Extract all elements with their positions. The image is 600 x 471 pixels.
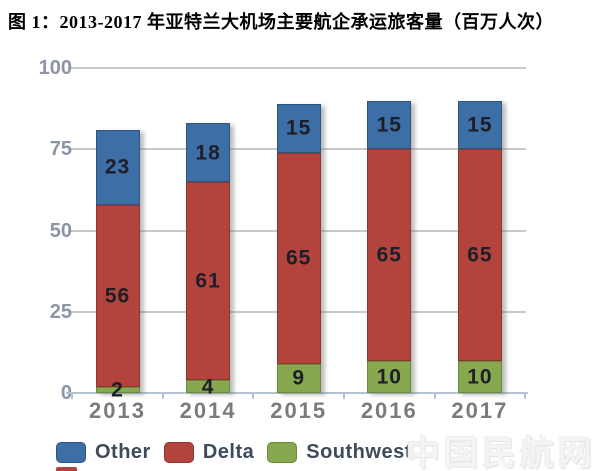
y-axis-label-25: 25: [49, 300, 72, 323]
legend-item-delta: Delta: [163, 441, 255, 464]
bar-value-label: 10: [467, 365, 493, 389]
bar-value-label: 18: [195, 141, 221, 164]
legend-item-other: Other: [56, 441, 151, 464]
y-axis-label-50: 50: [49, 219, 72, 242]
bar-value-label: 65: [467, 243, 493, 267]
bar-2015: 15 65 9: [276, 103, 321, 393]
x-axis-label-2014: 2014: [179, 398, 237, 423]
bar-segment-delta-2017: 65: [457, 149, 502, 361]
y-axis-label-100: 100: [38, 57, 72, 79]
bar-2013: 23 56 2: [95, 129, 140, 400]
bar-segment-southwest-2014: 4: [186, 376, 231, 397]
y-axis-label-0: 0: [0, 382, 72, 404]
legend-item-southwest: Southwest: [267, 441, 412, 464]
watermark: 中国民航网: [406, 435, 596, 471]
bar-value-label: 15: [467, 113, 493, 137]
bar-segment-other-2014: 18: [186, 123, 231, 182]
x-axis-label-2015: 2015: [270, 398, 328, 423]
bar-value-label: 15: [286, 116, 312, 140]
bar-segment-delta-2016: 65: [367, 149, 412, 361]
legend-swatch-delta: [163, 442, 194, 463]
bar-segment-other-2015: 15: [276, 103, 321, 153]
x-axis-label-2013: 2013: [89, 398, 146, 423]
bar-value-label: 4: [201, 375, 215, 398]
x-axis-line: [66, 392, 528, 394]
bar-value-label: 9: [292, 366, 306, 390]
x-axis-tick: [161, 394, 164, 399]
bar-2016: 15 65 10: [367, 100, 412, 393]
bar-segment-other-2013: 23: [95, 129, 140, 205]
figure-title: 图 1：2013-2017 年亚特兰大机场主要航企承运旅客量（百万人次）: [8, 12, 554, 32]
x-axis-tick: [433, 394, 436, 399]
bar-segment-southwest-2016: 10: [367, 360, 412, 393]
bar-segment-other-2017: 15: [457, 100, 502, 150]
bar-2014: 18 61 4: [186, 123, 231, 397]
x-axis-tick: [524, 394, 527, 399]
x-axis-label-2016: 2016: [360, 398, 418, 423]
legend-label-delta: Delta: [202, 441, 255, 463]
bar-segment-southwest-2015: 9: [276, 363, 321, 393]
bar-value-label: 65: [376, 243, 402, 267]
bar-value-label: 61: [195, 269, 221, 293]
bar-segment-delta-2013: 56: [95, 204, 140, 387]
x-axis-tick: [343, 394, 345, 399]
legend-label-southwest: Southwest: [306, 441, 412, 463]
bar-value-label: 56: [104, 284, 131, 307]
x-axis-label-2017: 2017: [451, 398, 509, 423]
bar-segment-delta-2015: 65: [276, 152, 321, 364]
legend-swatch-southwest: [267, 442, 298, 463]
bar-value-label: 10: [376, 365, 402, 389]
cropped-red-swatch-artifact: [56, 467, 77, 471]
bar-segment-southwest-2017: 10: [457, 360, 502, 393]
bar-segment-delta-2014: 61: [186, 181, 231, 380]
bar-value-label: 2: [111, 378, 124, 402]
x-axis-tick: [252, 394, 255, 399]
gridline-100: [68, 67, 526, 69]
legend-label-other: Other: [95, 441, 151, 463]
legend: Other Delta Southwest: [56, 441, 425, 464]
x-axis-tick: [71, 394, 74, 399]
bar-value-label: 23: [104, 155, 131, 179]
bar-value-label: 65: [286, 246, 312, 270]
bar-value-label: 15: [376, 113, 402, 137]
y-axis-label-75: 75: [49, 138, 72, 161]
bar-segment-other-2016: 15: [367, 100, 412, 150]
bar-segment-southwest-2013: 2: [95, 379, 140, 400]
legend-swatch-other: [56, 442, 86, 463]
bar-2017: 15 65 10: [457, 100, 502, 393]
